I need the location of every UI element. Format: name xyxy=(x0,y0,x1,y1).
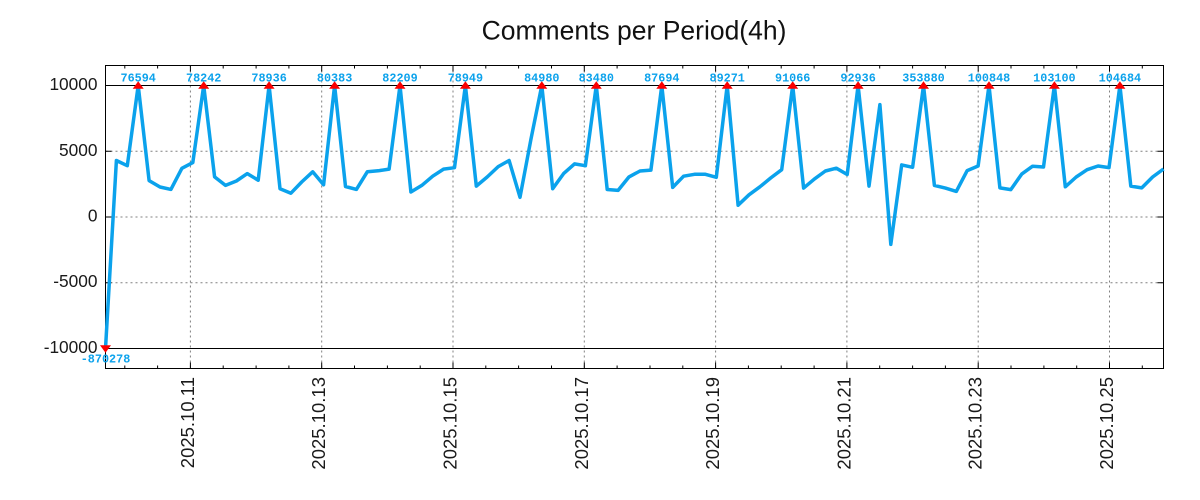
svg-text:-5000: -5000 xyxy=(53,271,97,291)
svg-text:10000: 10000 xyxy=(49,74,97,94)
svg-text:2025.10.21: 2025.10.21 xyxy=(833,377,854,470)
svg-text:Comments per Period(4h): Comments per Period(4h) xyxy=(482,15,787,45)
svg-text:78936: 78936 xyxy=(251,72,286,86)
svg-text:100848: 100848 xyxy=(968,72,1010,86)
svg-text:0: 0 xyxy=(88,206,98,226)
svg-text:78949: 78949 xyxy=(448,72,483,86)
svg-text:2025.10.23: 2025.10.23 xyxy=(965,377,986,470)
svg-text:87694: 87694 xyxy=(644,72,679,86)
svg-text:2025.10.25: 2025.10.25 xyxy=(1096,377,1117,470)
svg-text:80383: 80383 xyxy=(317,72,352,86)
svg-text:2025.10.19: 2025.10.19 xyxy=(702,377,723,470)
svg-text:-10000: -10000 xyxy=(44,337,98,357)
svg-text:84980: 84980 xyxy=(524,72,559,86)
svg-text:5000: 5000 xyxy=(59,140,97,160)
svg-text:76594: 76594 xyxy=(120,72,155,86)
svg-text:-870278: -870278 xyxy=(81,353,131,367)
svg-text:353880: 353880 xyxy=(902,72,944,86)
svg-text:91066: 91066 xyxy=(775,72,810,86)
svg-text:2025.10.13: 2025.10.13 xyxy=(308,377,329,470)
svg-text:2025.10.11: 2025.10.11 xyxy=(177,377,198,468)
svg-text:104684: 104684 xyxy=(1099,72,1141,86)
svg-text:92936: 92936 xyxy=(840,72,875,86)
svg-text:78242: 78242 xyxy=(186,72,221,86)
svg-text:103100: 103100 xyxy=(1033,72,1075,86)
svg-text:83480: 83480 xyxy=(579,72,614,86)
svg-text:2025.10.15: 2025.10.15 xyxy=(440,377,461,470)
svg-text:82209: 82209 xyxy=(382,72,417,86)
svg-text:89271: 89271 xyxy=(709,72,744,86)
svg-text:2025.10.17: 2025.10.17 xyxy=(571,377,592,470)
